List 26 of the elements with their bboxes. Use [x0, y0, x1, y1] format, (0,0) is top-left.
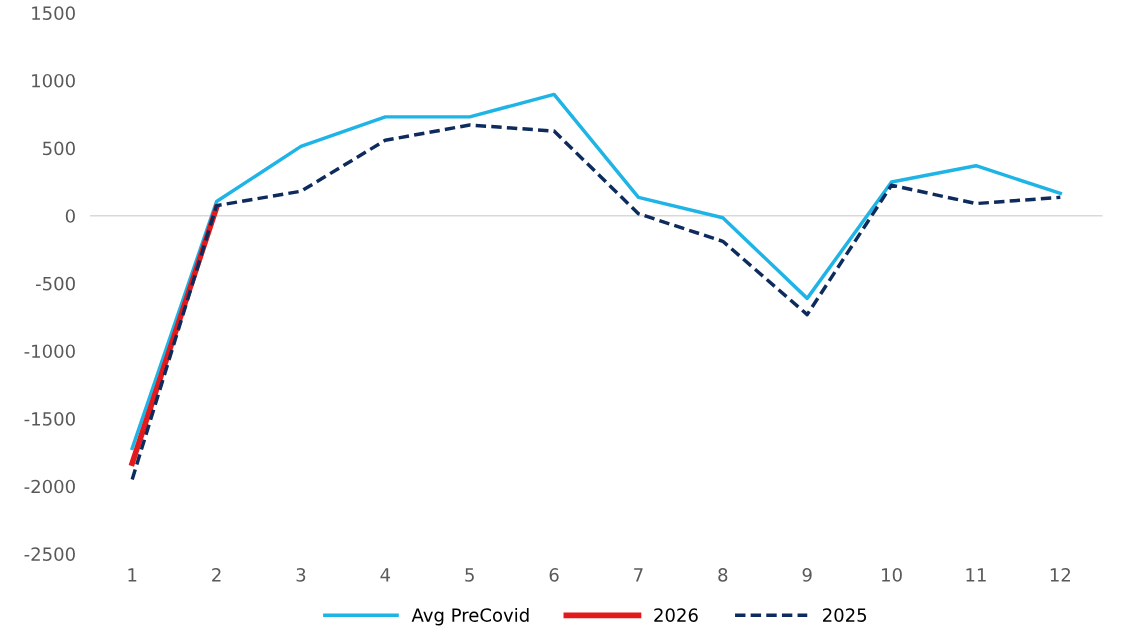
legend-label: 2026 [654, 608, 698, 622]
line-series [130, 123, 1063, 482]
y-tick-label: -1000 [24, 344, 75, 359]
x-tick-label: 1 [128, 568, 137, 582]
y-tick-label: -2000 [24, 479, 75, 494]
x-tick-label: 4 [380, 568, 391, 582]
x-tick-label: 3 [296, 568, 306, 582]
legend-label: 2025 [823, 608, 867, 622]
legend-label: Avg PreCovid [411, 607, 529, 626]
x-tick-label: 6 [549, 568, 559, 582]
x-tick-label: 11 [966, 568, 986, 582]
y-tick-label: 1000 [32, 73, 75, 88]
line-series [130, 92, 1063, 451]
x-tick-label: 8 [718, 568, 728, 582]
x-tick-label: 5 [465, 568, 474, 582]
x-tick-label: 9 [802, 568, 812, 582]
x-tick-label: 10 [882, 568, 902, 582]
y-tick-label: 1500 [32, 6, 75, 20]
x-tick-label: 7 [634, 568, 643, 582]
y-tick-label: 500 [43, 141, 75, 156]
y-tick-label: -2500 [24, 547, 75, 561]
y-tick-label: -500 [36, 276, 75, 291]
y-tick-label: -1500 [24, 412, 75, 426]
y-tick-label: 0 [65, 209, 75, 223]
x-tick-label: 12 [1050, 568, 1070, 582]
x-tick-label: 2 [212, 568, 221, 582]
